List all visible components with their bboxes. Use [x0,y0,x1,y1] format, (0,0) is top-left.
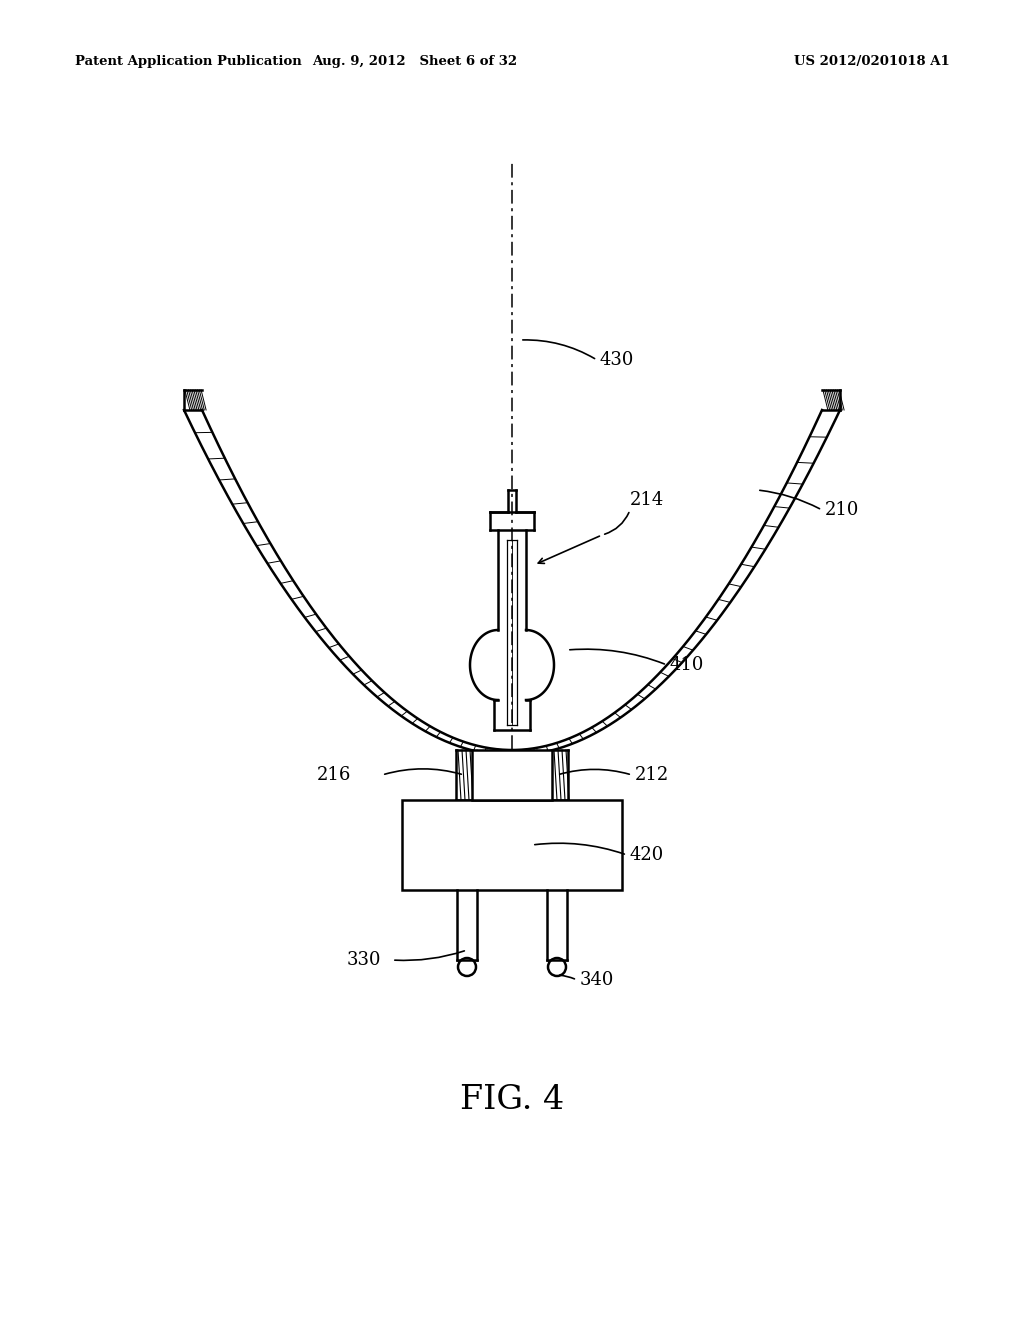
Text: Aug. 9, 2012   Sheet 6 of 32: Aug. 9, 2012 Sheet 6 of 32 [312,55,517,69]
Text: 210: 210 [825,502,859,519]
Text: 214: 214 [630,491,665,510]
Text: FIG. 4: FIG. 4 [460,1084,564,1115]
Text: 216: 216 [317,766,351,784]
Bar [402,800,622,890]
Text: 330: 330 [347,950,382,969]
Text: 430: 430 [600,351,635,370]
Text: 420: 420 [630,846,665,865]
Text: Patent Application Publication: Patent Application Publication [75,55,302,69]
Text: 340: 340 [580,972,614,989]
Bar [472,750,552,800]
Text: 212: 212 [635,766,670,784]
Text: 410: 410 [670,656,705,675]
Text: US 2012/0201018 A1: US 2012/0201018 A1 [795,55,950,69]
